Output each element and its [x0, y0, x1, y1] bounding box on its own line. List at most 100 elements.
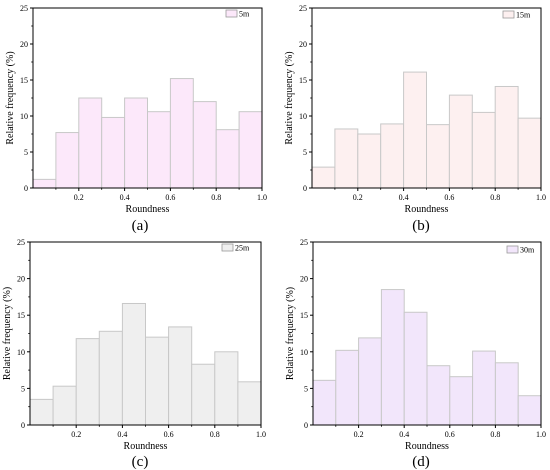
histogram-bar: [380, 123, 405, 189]
histogram-bar: [426, 365, 451, 426]
x-tick-label: 0.8: [490, 430, 500, 439]
legend-label: 25m: [235, 244, 250, 253]
x-tick-label: 0.8: [490, 193, 500, 202]
histogram-bar: [121, 302, 147, 426]
legend-swatch: [221, 243, 234, 252]
y-axis-label: Relative frequency (%): [5, 51, 16, 144]
legend-label: 5m: [239, 10, 250, 19]
histogram-bar: [358, 337, 382, 426]
x-tick-label: 0.6: [165, 193, 175, 202]
histogram-bar: [448, 94, 473, 189]
y-tick-label: 15: [20, 76, 28, 85]
y-tick-label: 5: [24, 148, 28, 157]
histogram-bar: [312, 379, 337, 426]
y-tick-label: 15: [299, 76, 307, 85]
histogram-bar: [101, 116, 126, 189]
panel-caption: (b): [412, 218, 430, 234]
histogram-bar: [335, 349, 360, 426]
histogram-bar: [55, 132, 80, 189]
y-tick-label: 20: [20, 40, 28, 49]
histogram-bar: [517, 395, 542, 426]
histogram-bar: [32, 178, 57, 189]
histogram-bar: [426, 124, 450, 189]
y-tick-label: 25: [20, 4, 28, 13]
x-tick-label: 0.4: [399, 430, 409, 439]
x-tick-label: 0.4: [117, 430, 127, 439]
histogram-bar: [29, 398, 54, 426]
legend: 5m: [225, 9, 250, 19]
histogram-bar: [214, 351, 239, 426]
y-tick-label: 25: [300, 238, 308, 247]
x-tick-label: 0.2: [71, 430, 81, 439]
y-axis-label: Relative frequency (%): [285, 287, 296, 380]
histogram-bar: [334, 128, 359, 189]
panel-caption: (c): [132, 454, 149, 470]
histogram-bar: [237, 381, 262, 426]
x-tick-label: 0.6: [444, 193, 454, 202]
histogram-bar: [78, 97, 103, 189]
x-axis-label: Roundness: [124, 441, 168, 452]
histogram-bar: [380, 289, 405, 426]
histogram-bar: [472, 350, 496, 426]
histogram-panel: 0 5 10 15 20 25 0.2 0.4 0.6 0.8 1.0 Roundness Relati…: [2, 238, 266, 470]
x-tick-label: 0.2: [353, 193, 363, 202]
histogram-bar: [449, 376, 474, 426]
x-tick-label: 0.8: [211, 193, 221, 202]
histogram-bar: [124, 97, 148, 189]
x-tick-label: 0.2: [354, 430, 364, 439]
y-tick-label: 0: [304, 421, 308, 430]
y-tick-label: 0: [21, 421, 25, 430]
y-tick-label: 25: [299, 4, 307, 13]
histogram-bar: [147, 111, 171, 189]
legend-label: 30m: [520, 246, 535, 255]
histogram-bar: [215, 129, 240, 189]
x-tick-label: 0.8: [210, 430, 220, 439]
y-tick-label: 10: [300, 348, 308, 357]
histogram-bar: [75, 338, 100, 426]
y-axis-label: Relative frequency (%): [284, 51, 295, 144]
histogram-panel: 0 5 10 15 20 25 0.2 0.4 0.6 0.8 1.0 Roundness Relati…: [285, 238, 546, 470]
legend: 25m: [221, 243, 250, 253]
legend-swatch: [225, 9, 238, 18]
y-tick-label: 5: [21, 384, 25, 393]
histogram-bar: [517, 117, 542, 189]
legend: 15m: [502, 10, 531, 20]
histogram-bar: [494, 85, 519, 189]
panel-caption: (d): [412, 454, 430, 470]
histogram-bar: [145, 336, 170, 426]
histogram-bar: [238, 111, 263, 189]
histogram-panel: 0 5 10 15 20 25 0.2 0.4 0.6 0.8 1.0 Roundness Relati…: [284, 4, 546, 234]
histogram-panel: 0 5 10 15 20 25 0.2 0.4 0.6 0.8 1.0 Roundness Relati…: [5, 4, 267, 234]
x-axis-label: Roundness: [405, 441, 449, 452]
x-tick-label: 1.0: [257, 193, 267, 202]
x-tick-label: 1.0: [256, 430, 266, 439]
y-tick-label: 10: [299, 112, 307, 121]
histogram-bar: [52, 385, 77, 426]
panel-caption: (a): [132, 218, 149, 234]
x-axis-label: Roundness: [126, 204, 170, 215]
legend-swatch: [502, 10, 515, 19]
histogram-bar: [191, 363, 216, 426]
y-tick-label: 25: [17, 238, 25, 247]
histogram-bar: [357, 133, 382, 189]
x-tick-label: 1.0: [536, 430, 546, 439]
y-tick-label: 20: [17, 275, 25, 284]
legend-swatch: [506, 245, 519, 254]
x-tick-label: 0.6: [445, 430, 455, 439]
histogram-bar: [494, 362, 519, 426]
histogram-bar: [403, 71, 428, 189]
histogram-bar: [403, 311, 428, 426]
histogram-bar: [169, 78, 194, 189]
histogram-bar: [168, 326, 193, 426]
y-tick-label: 15: [17, 311, 25, 320]
legend: 30m: [506, 245, 535, 255]
y-tick-label: 20: [300, 275, 308, 284]
y-tick-label: 10: [17, 348, 25, 357]
histogram-bar: [192, 101, 217, 189]
y-tick-label: 0: [303, 184, 307, 193]
x-tick-label: 0.2: [74, 193, 84, 202]
legend-label: 15m: [516, 11, 531, 20]
y-tick-label: 0: [24, 184, 28, 193]
histogram-bar: [98, 330, 123, 426]
y-tick-label: 20: [299, 40, 307, 49]
